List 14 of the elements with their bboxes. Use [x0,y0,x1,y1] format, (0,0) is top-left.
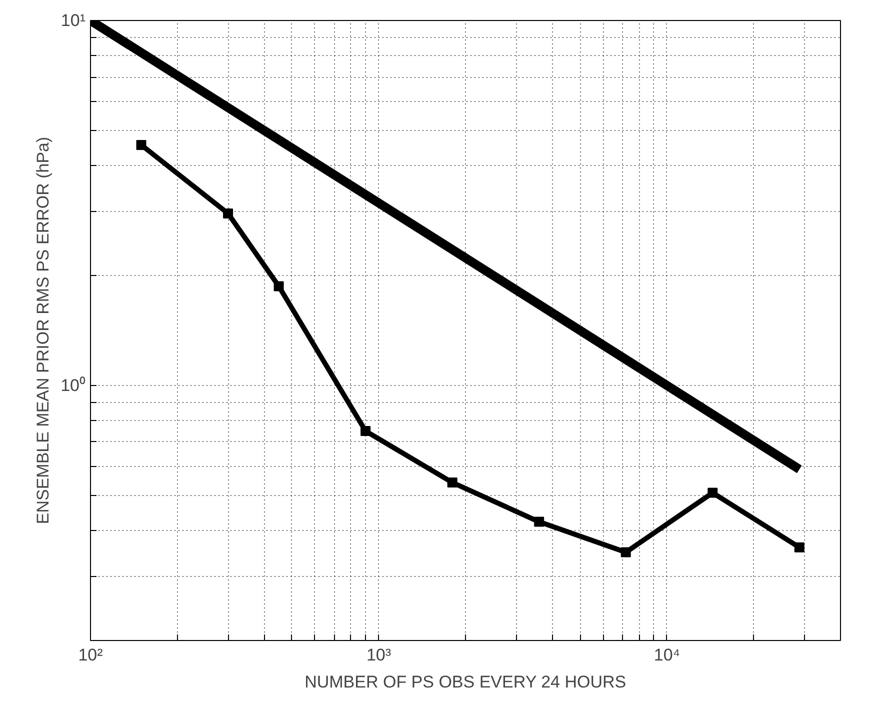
y-axis-title: ENSEMBLE MEAN PRIOR RMS PS ERROR (hPa) [34,136,53,524]
point [794,542,804,552]
x-axis-title: NUMBER OF PS OBS EVERY 24 HOURS [304,672,626,692]
point [360,426,371,436]
y-tick-label: 10¹ [60,11,86,30]
point [620,547,631,558]
point [274,281,284,292]
y-tick-label: 10⁰ [60,376,86,395]
x-tick-label: 10⁴ [654,646,680,664]
point [534,516,544,527]
point [447,478,458,488]
x-tick-label: 10³ [366,646,392,664]
x-tick-label: 10² [78,646,104,664]
point [708,488,718,498]
